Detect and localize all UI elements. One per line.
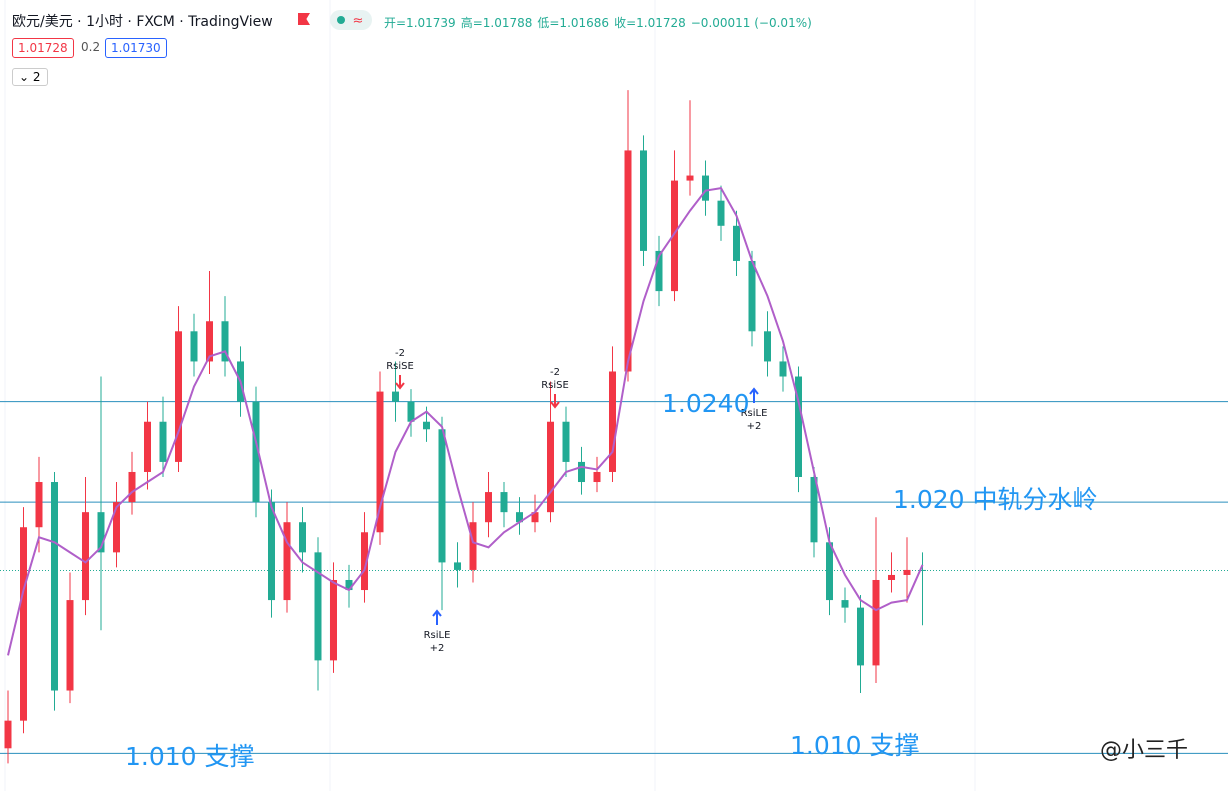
candle-body (903, 569, 911, 575)
candle-body (578, 461, 585, 483)
candle-body (841, 600, 849, 608)
signal-name: RsiLE (741, 408, 768, 419)
candle-body (888, 574, 895, 580)
candle-body (159, 421, 167, 462)
candle-body (392, 391, 399, 402)
candle-body (35, 482, 43, 528)
candle-body (733, 225, 740, 261)
candle-body (872, 579, 880, 666)
candle-body (640, 150, 647, 251)
symbol: 欧元/美元 · 1小时 · FXCM · TradingView (12, 14, 273, 30)
change: −0.00011 (−0.01%) (690, 16, 812, 30)
ohlc-low: 低=1.01686 (537, 16, 610, 30)
signal-arrow (550, 394, 560, 409)
signal-qty: -2 (395, 348, 405, 359)
candle-body (469, 522, 477, 570)
candle-body (500, 492, 508, 513)
indicator-toggle[interactable]: ⌄ 2 (12, 68, 48, 86)
annotation: 1.0240 (662, 389, 749, 418)
candle-body (438, 429, 446, 563)
candle-body (826, 542, 833, 601)
candle-body (919, 569, 926, 571)
candle-body (4, 720, 12, 749)
ohlc-high: 高=1.01788 (460, 16, 533, 30)
candle-body (748, 260, 756, 332)
candle-body (144, 421, 151, 472)
signal-arrow (395, 375, 405, 390)
candle-body (190, 331, 198, 362)
candle-body (593, 471, 601, 483)
candle-body (299, 522, 306, 553)
status-pill[interactable]: ≈ (330, 10, 372, 30)
candle-body (795, 376, 802, 477)
candle-body (283, 522, 291, 601)
signal-qty: +2 (747, 421, 762, 432)
candle-body (702, 175, 709, 201)
candle-body (686, 175, 694, 181)
candle-body (454, 562, 461, 570)
candle-body (206, 321, 213, 362)
signal-qty: -2 (550, 367, 560, 378)
candle-body (128, 471, 136, 503)
candle-body (66, 600, 74, 691)
signal-qty: +2 (430, 643, 445, 654)
indicator-count: 2 (32, 70, 41, 84)
candle-body (779, 361, 787, 377)
candle-body (82, 512, 89, 601)
ohlc-open: 开=1.01739 (384, 16, 456, 30)
candle-body (97, 512, 105, 553)
annotation: 1.010 支撑 (125, 742, 255, 771)
candle-body (314, 552, 322, 661)
ohlc-close: 收=1.01728 (614, 16, 686, 30)
candle-body (810, 476, 818, 543)
ohlc: 开=1.01739 高=1.01788 低=1.01686 收=1.01728 −0.0… (384, 14, 817, 31)
candle-body (671, 180, 678, 292)
candle-body (516, 512, 523, 523)
annotation: 1.020 中轨分水岭 (893, 485, 1098, 514)
candle-body (252, 401, 260, 503)
candle-body (175, 331, 182, 462)
candle-body (562, 421, 570, 462)
moving-average (7, 187, 924, 656)
ask[interactable]: 1.01730 (105, 38, 167, 58)
candle-body (361, 532, 368, 591)
bid[interactable]: 1.01728 (12, 38, 74, 58)
svg-text:≈: ≈ (353, 14, 364, 29)
flag[interactable] (298, 13, 310, 25)
candle-body (376, 391, 384, 533)
candle-body (624, 150, 632, 372)
candle-body (547, 421, 554, 513)
candle-body (423, 421, 430, 430)
candle-body (20, 527, 27, 721)
candle-body (655, 250, 663, 292)
annotation: 1.010 支撑 (790, 731, 920, 760)
candle-body (268, 502, 275, 601)
candle-body (609, 371, 616, 472)
signal-arrow (432, 609, 442, 625)
watermark: @小三千 (1100, 738, 1189, 763)
candle-body (51, 482, 58, 691)
candle-body (485, 492, 492, 523)
candle-body (330, 579, 337, 661)
spread: 0.2 (81, 40, 101, 54)
candle-body (407, 401, 415, 422)
signal-name: RsiSE (386, 361, 414, 372)
candle-body (764, 331, 771, 362)
signal-arrow (749, 387, 759, 403)
candle-body (345, 579, 353, 591)
candle-body (113, 502, 120, 553)
signal-name: RsiLE (424, 630, 451, 641)
candle-body (717, 200, 725, 226)
candle-body (857, 607, 864, 666)
candle-body (531, 512, 539, 523)
candle-body (221, 321, 229, 362)
signal-name: RsiSE (541, 380, 569, 391)
